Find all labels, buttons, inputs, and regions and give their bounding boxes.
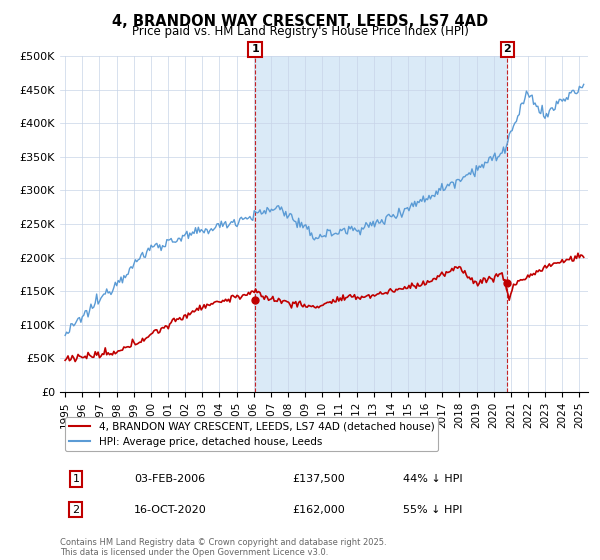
Legend: 4, BRANDON WAY CRESCENT, LEEDS, LS7 4AD (detached house), HPI: Average price, de: 4, BRANDON WAY CRESCENT, LEEDS, LS7 4AD …	[65, 417, 439, 451]
Text: 44% ↓ HPI: 44% ↓ HPI	[403, 474, 463, 484]
Text: 2: 2	[503, 44, 511, 54]
Text: 1: 1	[73, 474, 79, 484]
Text: £162,000: £162,000	[292, 505, 345, 515]
Text: 2: 2	[72, 505, 79, 515]
Text: 03-FEB-2006: 03-FEB-2006	[134, 474, 205, 484]
Text: 4, BRANDON WAY CRESCENT, LEEDS, LS7 4AD: 4, BRANDON WAY CRESCENT, LEEDS, LS7 4AD	[112, 14, 488, 29]
Text: £137,500: £137,500	[292, 474, 345, 484]
Text: 1: 1	[251, 44, 259, 54]
Text: 16-OCT-2020: 16-OCT-2020	[134, 505, 206, 515]
Bar	[255, 56, 507, 392]
Text: 55% ↓ HPI: 55% ↓ HPI	[403, 505, 463, 515]
Text: Contains HM Land Registry data © Crown copyright and database right 2025.
This d: Contains HM Land Registry data © Crown c…	[60, 538, 386, 557]
Text: Price paid vs. HM Land Registry's House Price Index (HPI): Price paid vs. HM Land Registry's House …	[131, 25, 469, 38]
